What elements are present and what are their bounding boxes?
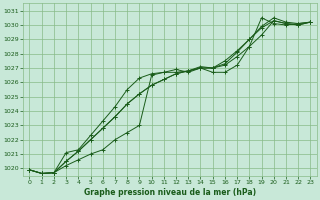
X-axis label: Graphe pression niveau de la mer (hPa): Graphe pression niveau de la mer (hPa) [84, 188, 256, 197]
